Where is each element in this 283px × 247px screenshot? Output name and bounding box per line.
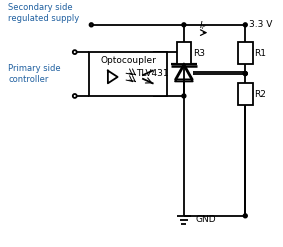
Bar xyxy=(238,83,253,105)
Circle shape xyxy=(243,214,247,218)
Circle shape xyxy=(182,23,186,27)
Text: R2: R2 xyxy=(254,89,266,99)
Text: 3.3 V: 3.3 V xyxy=(249,20,273,29)
Text: $I_F$: $I_F$ xyxy=(198,19,207,32)
Bar xyxy=(177,42,191,64)
Text: GND: GND xyxy=(196,215,216,224)
Text: Secondary side
regulated supply: Secondary side regulated supply xyxy=(8,3,80,23)
Bar xyxy=(238,42,253,64)
Bar xyxy=(89,52,167,96)
Circle shape xyxy=(182,94,186,98)
Circle shape xyxy=(243,23,247,27)
Text: Optocoupler: Optocoupler xyxy=(100,56,156,65)
Text: Primary side
controller: Primary side controller xyxy=(8,64,61,84)
Text: TLV431: TLV431 xyxy=(136,69,169,78)
Circle shape xyxy=(243,72,247,76)
Text: R1: R1 xyxy=(254,49,267,58)
Circle shape xyxy=(243,72,247,76)
Text: R3: R3 xyxy=(193,49,205,58)
